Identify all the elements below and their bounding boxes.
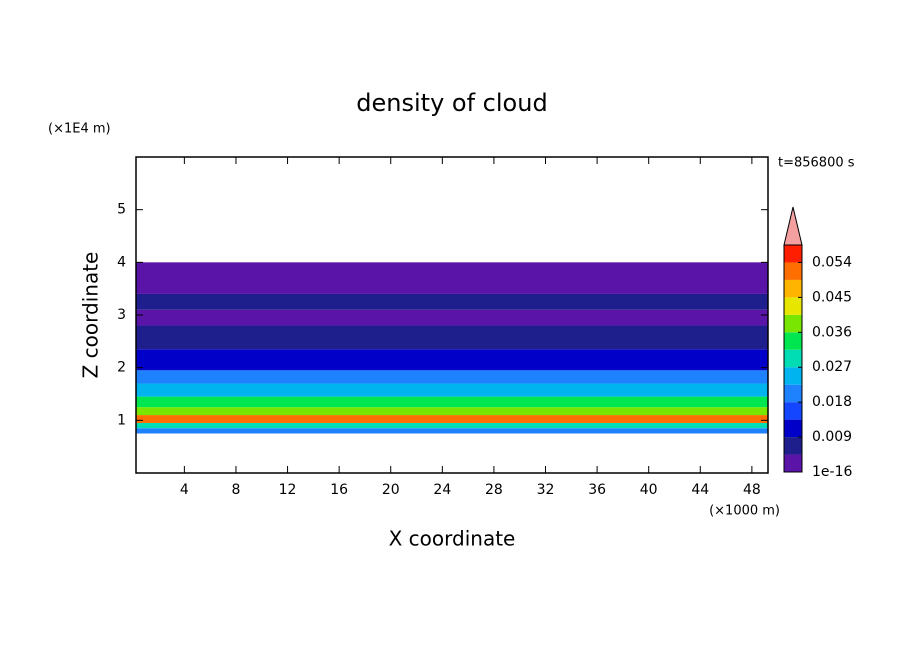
colorbar-band (784, 245, 802, 263)
colorbar-band (784, 419, 802, 438)
x-tick-label: 4 (180, 482, 189, 498)
colorbar-tick-label: 0.036 (812, 324, 852, 340)
colorbar-band (784, 437, 802, 455)
colorbar-band (784, 297, 802, 315)
colorbar-tick-label: 0.054 (812, 254, 852, 270)
colorbar-tick-label: 0.018 (812, 394, 852, 410)
density-layer (136, 370, 768, 384)
colorbar-band (784, 279, 802, 298)
y-tick-label: 4 (117, 254, 126, 270)
density-layer (136, 293, 768, 310)
density-layer (136, 325, 768, 350)
x-tick-label: 48 (743, 482, 761, 498)
y-tick-label: 3 (117, 307, 126, 323)
density-layer (136, 309, 768, 326)
colorbar-tick-label: 0.027 (812, 359, 852, 375)
x-tick-label: 32 (537, 482, 555, 498)
y-axis-label: Z coordinate (79, 252, 103, 379)
density-layer (136, 428, 768, 434)
chart-title: density of cloud (356, 89, 547, 117)
colorbar-band (784, 402, 802, 420)
y-unit: (×1E4 m) (48, 122, 111, 137)
colorbar-tick-label: 1e-16 (812, 464, 852, 480)
density-layer (136, 396, 768, 408)
colorbar-band (784, 314, 802, 333)
colorbar-band (784, 384, 802, 403)
colorbar-band (784, 367, 802, 385)
density-layer (136, 349, 768, 371)
colorbar-band (784, 262, 802, 280)
density-layer (136, 407, 768, 416)
x-tick-label: 44 (691, 482, 709, 498)
colorbar-band (784, 349, 802, 368)
colorbar-band (784, 454, 802, 472)
colorbar-band (784, 332, 802, 350)
y-tick-label: 2 (117, 360, 126, 376)
x-unit: (×1000 m) (709, 504, 780, 519)
annotation: t=856800 s (778, 156, 855, 171)
x-tick-label: 24 (433, 482, 451, 498)
x-tick-label: 28 (485, 482, 503, 498)
density-layer (136, 383, 768, 397)
x-tick-label: 40 (640, 482, 658, 498)
density-layer (136, 262, 768, 294)
y-tick-label: 1 (117, 412, 126, 428)
colorbar-extension (783, 206, 803, 246)
x-tick-label: 8 (231, 482, 240, 498)
x-tick-label: 36 (588, 482, 606, 498)
x-tick-label: 20 (382, 482, 400, 498)
density-layer (136, 422, 768, 429)
colorbar-tick-label: 0.009 (812, 429, 852, 445)
x-tick-label: 16 (330, 482, 348, 498)
x-tick-label: 12 (279, 482, 297, 498)
colorbar-tick-label: 0.045 (812, 289, 852, 305)
colorbar-frame (783, 244, 803, 473)
x-axis-label: X coordinate (389, 527, 516, 551)
density-layer (136, 415, 768, 423)
y-tick-label: 5 (117, 202, 126, 218)
